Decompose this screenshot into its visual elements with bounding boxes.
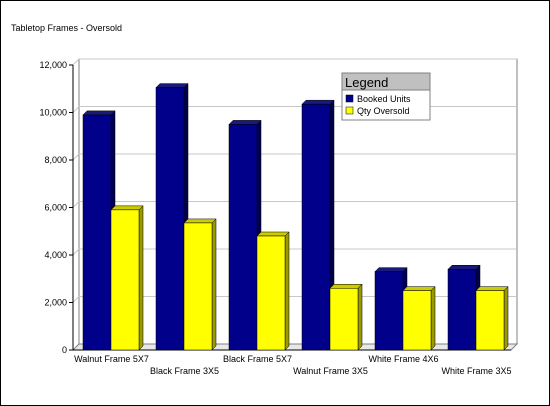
- bar-top: [82, 110, 116, 116]
- bar-side: [138, 205, 144, 351]
- x-tick-label: Black Frame 5X7: [223, 354, 292, 364]
- x-tick-label: Walnut Frame 5X7: [74, 354, 149, 364]
- bar-side: [430, 286, 436, 351]
- bar-top: [183, 218, 217, 224]
- gridline-diag: [72, 153, 80, 161]
- gridline-diag: [72, 248, 80, 256]
- bar-top: [475, 286, 509, 291]
- bar-top: [155, 83, 189, 88]
- bar-qty-oversold: [475, 290, 505, 351]
- y-tick-label: 2,000: [44, 298, 67, 308]
- legend-title: Legend: [345, 75, 388, 90]
- bar-top: [447, 265, 481, 270]
- bar-qty-oversold: [183, 222, 213, 351]
- gridline-diag: [72, 296, 80, 303]
- chart-title: Tabletop Frames - Oversold: [11, 23, 122, 33]
- bar-side: [503, 286, 509, 351]
- legend-label: Qty Oversold: [357, 106, 410, 116]
- bar-top: [402, 286, 436, 291]
- bar-qty-oversold: [256, 235, 286, 351]
- bar-booked-units: [228, 124, 258, 351]
- x-tick-label: White Frame 4X6: [368, 354, 438, 364]
- bar-top: [228, 120, 262, 125]
- bar-top: [329, 284, 363, 289]
- legend-swatch: [345, 94, 354, 103]
- bar-top: [256, 231, 290, 237]
- bar-booked-units: [301, 103, 331, 351]
- x-tick-label: White Frame 3X5: [441, 366, 511, 376]
- bar-qty-oversold: [329, 288, 359, 351]
- y-tick-label: 8,000: [44, 155, 67, 165]
- y-tick-label: 6,000: [44, 203, 67, 213]
- y-tick-label: 0: [62, 345, 67, 355]
- legend-header: [341, 72, 431, 91]
- x-tick-label: Walnut Frame 3X5: [293, 366, 368, 376]
- legend-label: Booked Units: [357, 94, 411, 104]
- bar-top: [301, 99, 335, 105]
- bar-booked-units: [447, 269, 477, 351]
- bar-booked-units: [374, 271, 404, 351]
- y-tick-label: 12,000: [39, 60, 67, 70]
- legend-swatch: [345, 106, 354, 115]
- bar-qty-oversold: [110, 209, 140, 351]
- bar-top: [374, 267, 408, 272]
- bar-booked-units: [155, 87, 185, 351]
- bar-side: [357, 283, 363, 351]
- gridline-diag: [72, 58, 80, 66]
- y-tick-label: 10,000: [39, 108, 67, 118]
- bar-top: [110, 205, 144, 211]
- gridline-diag: [72, 106, 80, 113]
- bar-booked-units: [82, 114, 112, 351]
- bar-qty-oversold: [402, 290, 432, 351]
- bar-side: [211, 218, 217, 351]
- y-tick-label: 4,000: [44, 250, 67, 260]
- gridline-diag: [72, 201, 80, 208]
- x-tick-label: Black Frame 3X5: [150, 366, 219, 376]
- bar-side: [284, 231, 290, 351]
